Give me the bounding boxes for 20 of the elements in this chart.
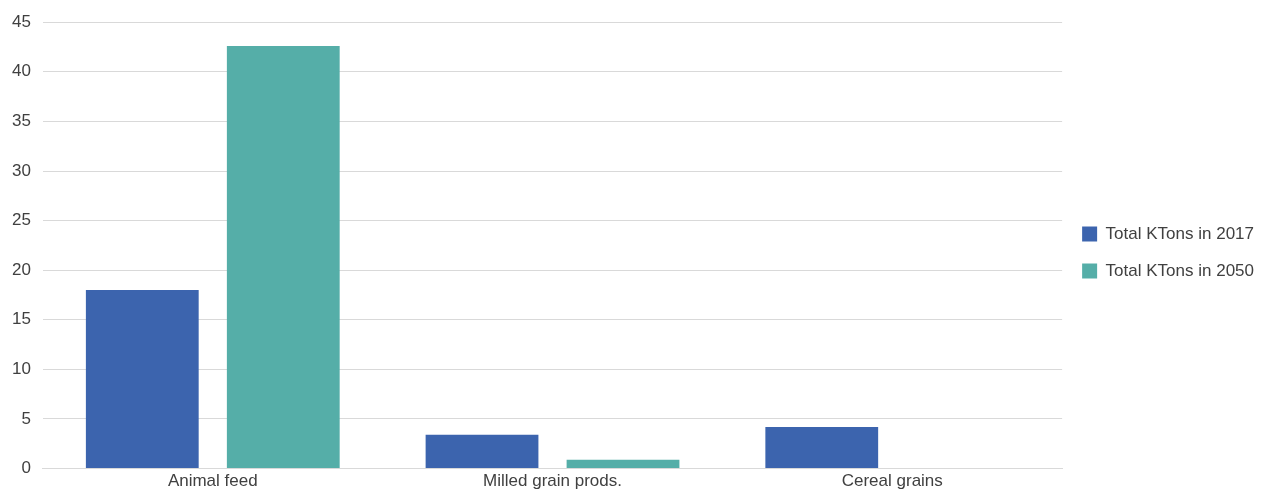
y-tick-label: 15 [11,309,31,329]
y-tick-label: 5 [21,408,31,428]
legend-label: Total KTons in 2050 [1105,260,1255,280]
x-tick-label: Animal feed [167,471,258,491]
y-tick-label: 25 [11,210,31,230]
y-tick-label: 30 [11,160,31,180]
y-tick-label: 10 [11,359,31,379]
y-tick-label: 20 [11,259,31,279]
x-tick-label: Milled grain prods. [483,471,622,491]
bar [226,46,340,469]
y-tick-label: 40 [11,61,31,81]
y-tick-label: 35 [11,111,31,131]
bar [765,426,879,469]
y-tick-label: 0 [21,458,31,478]
bar [425,434,539,469]
x-tick-label: Cereal grains [841,471,943,491]
bar [566,459,680,469]
bar [85,290,199,469]
y-tick-label: 45 [11,11,31,31]
legend-label: Total KTons in 2017 [1105,223,1255,243]
